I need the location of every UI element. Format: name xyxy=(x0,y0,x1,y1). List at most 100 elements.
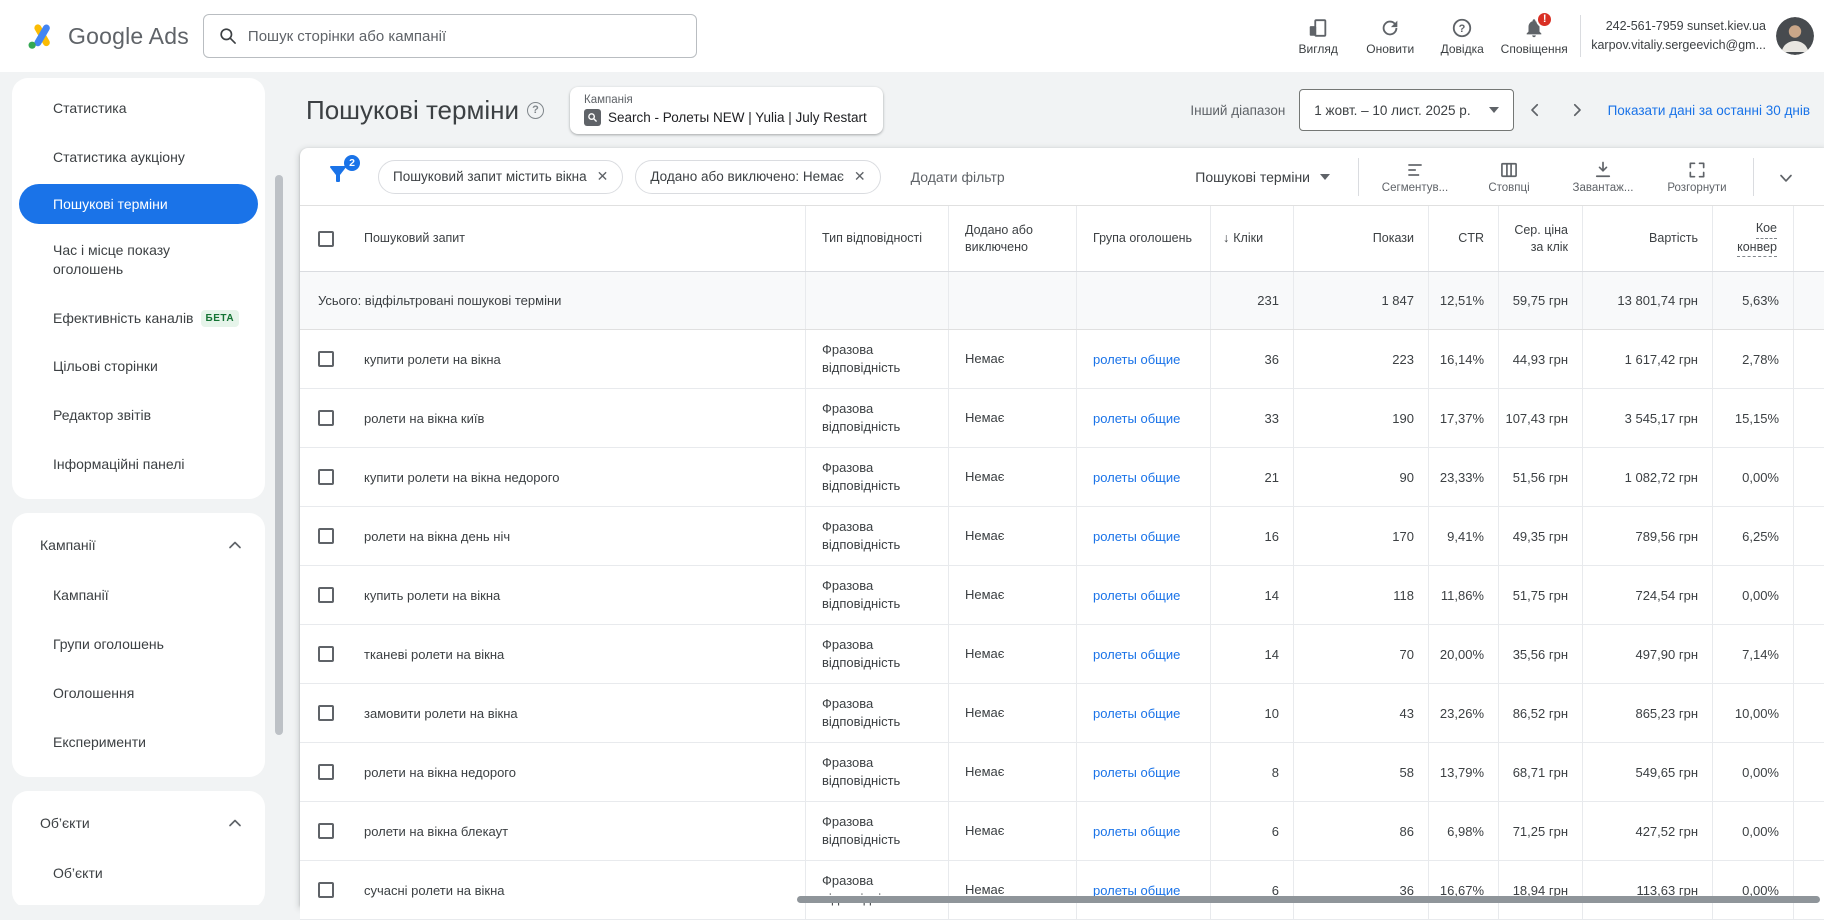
table-row[interactable]: купити ролети на вікна Фразова відповідн… xyxy=(300,330,1824,389)
sidebar-item-when-where-ads[interactable]: Час і місце показу оголошень xyxy=(12,226,265,294)
cell-impressions: 43 xyxy=(1293,684,1428,742)
sidebar-item-ad-groups[interactable]: Групи оголошень xyxy=(12,620,265,669)
filter-chip-added-excluded[interactable]: Додано або виключено: Немає ✕ xyxy=(635,160,880,194)
table-row[interactable]: сучасні ролети на вікна Фразова відповід… xyxy=(300,861,1824,920)
expand-button[interactable]: Розгорнути xyxy=(1653,160,1741,194)
chevron-up-icon xyxy=(225,813,245,833)
sidebar-item-ads[interactable]: Оголошення xyxy=(12,669,265,718)
header-ctr[interactable]: CTR xyxy=(1428,206,1498,271)
account-id: 242-561-7959 sunset.kiev.ua xyxy=(1591,17,1766,36)
ad-group-link[interactable]: ролеты общие xyxy=(1093,824,1180,839)
cell-match-type: Фразова відповідність xyxy=(805,330,948,388)
sidebar-item-dashboards[interactable]: Інформаційні панелі xyxy=(12,440,265,489)
table-row[interactable]: ролети на вікна київ Фразова відповідніс… xyxy=(300,389,1824,448)
header-match-type[interactable]: Тип відповідності xyxy=(805,206,948,271)
close-icon[interactable]: ✕ xyxy=(597,168,609,185)
cell-conv-rate: 0,00% xyxy=(1712,566,1793,624)
account-info[interactable]: 242-561-7959 sunset.kiev.ua karpov.vital… xyxy=(1591,17,1766,55)
segment-button[interactable]: Сегментув... xyxy=(1371,160,1459,194)
header-avg-cpc[interactable]: Сер. ціна за клік xyxy=(1498,206,1582,271)
row-checkbox[interactable] xyxy=(318,410,334,426)
date-range-dropdown[interactable]: 1 жовт. – 10 лист. 2025 р. xyxy=(1299,89,1513,131)
sidebar-item-report-editor[interactable]: Редактор звітів xyxy=(12,391,265,440)
header-conversion-rate[interactable]: Кое конвер xyxy=(1712,206,1793,271)
cell-spacer xyxy=(1793,861,1824,919)
dropdown-caret-icon xyxy=(1489,107,1499,113)
google-ads-logo-icon xyxy=(26,20,58,52)
cell-match-type: Фразова відповідність xyxy=(805,389,948,447)
row-checkbox[interactable] xyxy=(318,587,334,603)
row-checkbox[interactable] xyxy=(318,351,334,367)
row-checkbox[interactable] xyxy=(318,823,334,839)
ad-group-link[interactable]: ролеты общие xyxy=(1093,765,1180,780)
cell-ctr: 16,14% xyxy=(1428,330,1498,388)
report-view-dropdown[interactable]: Пошукові терміни xyxy=(1195,169,1330,185)
search-term: ролети на вікна блекаут xyxy=(364,824,508,839)
ad-group-link[interactable]: ролеты общие xyxy=(1093,706,1180,721)
sidebar-item-assets[interactable]: Об’єкти xyxy=(12,849,265,898)
refresh-button[interactable]: Оновити xyxy=(1354,13,1426,60)
header-clicks-sorted[interactable]: ↓ Кліки xyxy=(1210,206,1293,271)
notifications-button[interactable]: ! Сповіщення xyxy=(1498,13,1570,60)
table-row[interactable]: замовити ролети на вікна Фразова відпові… xyxy=(300,684,1824,743)
previous-period-button[interactable] xyxy=(1514,95,1556,125)
row-checkbox[interactable] xyxy=(318,882,334,898)
add-filter-button[interactable]: Додати фільтр xyxy=(911,169,1005,185)
row-checkbox[interactable] xyxy=(318,646,334,662)
table-row[interactable]: тканеві ролети на вікна Фразова відповід… xyxy=(300,625,1824,684)
ad-group-link[interactable]: ролеты общие xyxy=(1093,411,1180,426)
totals-empty xyxy=(1076,272,1210,329)
horizontal-scrollbar[interactable] xyxy=(797,896,1820,903)
vertical-scrollbar[interactable] xyxy=(275,175,283,735)
header-cost[interactable]: Вартість xyxy=(1582,206,1712,271)
row-checkbox[interactable] xyxy=(318,528,334,544)
select-all-checkbox[interactable] xyxy=(318,231,334,247)
filter-chip-query-contains[interactable]: Пошуковий запит містить вікна ✕ xyxy=(378,160,623,194)
row-checkbox[interactable] xyxy=(318,469,334,485)
row-checkbox[interactable] xyxy=(318,764,334,780)
sidebar-item-statistics[interactable]: Статистика xyxy=(12,84,265,133)
totals-impressions: 1 847 xyxy=(1293,272,1428,329)
ad-group-link[interactable]: ролеты общие xyxy=(1093,529,1180,544)
ad-group-link[interactable]: ролеты общие xyxy=(1093,470,1180,485)
campaign-scope-chip[interactable]: Кампанія Search - Ролеты NEW | Yulia | J… xyxy=(570,87,883,134)
sidebar-item-campaigns[interactable]: Кампанії xyxy=(12,571,265,620)
table-row[interactable]: ролети на вікна блекаут Фразова відповід… xyxy=(300,802,1824,861)
header-added-excluded[interactable]: Додано або виключено xyxy=(948,206,1076,271)
section-header-assets[interactable]: Об’єкти xyxy=(12,797,265,849)
header-query[interactable]: Пошуковий запит xyxy=(300,206,805,271)
filter-button[interactable]: 2 xyxy=(326,162,350,191)
section-header-campaigns[interactable]: Кампанії xyxy=(12,519,265,571)
sidebar-item-experiments[interactable]: Експерименти xyxy=(12,718,265,767)
columns-button[interactable]: Стовпці xyxy=(1465,160,1553,194)
sidebar-item-search-terms-selected[interactable]: Пошукові терміни xyxy=(19,184,258,224)
collapse-table-button[interactable] xyxy=(1766,160,1810,193)
view-button[interactable]: Вигляд xyxy=(1282,13,1354,60)
sidebar-item-landing-pages[interactable]: Цільові сторінки xyxy=(12,342,265,391)
search-input[interactable] xyxy=(248,28,682,45)
table-row[interactable]: ролети на вікна день ніч Фразова відпові… xyxy=(300,507,1824,566)
next-period-button[interactable] xyxy=(1556,95,1598,125)
table-row[interactable]: купить ролети на вікна Фразова відповідн… xyxy=(300,566,1824,625)
header-ad-group[interactable]: Група оголошень xyxy=(1076,206,1210,271)
close-icon[interactable]: ✕ xyxy=(854,168,866,185)
sidebar-item-auction-insights[interactable]: Статистика аукціону xyxy=(12,133,265,182)
title-help-icon[interactable]: ? xyxy=(527,102,544,119)
download-button[interactable]: Завантаж... xyxy=(1559,160,1647,194)
ad-group-link[interactable]: ролеты общие xyxy=(1093,647,1180,662)
cell-match-type: Фразова відповідність xyxy=(805,743,948,801)
table-row[interactable]: купити ролети на вікна недорого Фразова … xyxy=(300,448,1824,507)
google-ads-logo[interactable]: Google Ads xyxy=(26,20,189,52)
show-last-30-days-link[interactable]: Показати дані за останні 30 днів xyxy=(1608,103,1810,118)
global-search-box[interactable] xyxy=(203,14,697,58)
search-term: купити ролети на вікна недорого xyxy=(364,470,559,485)
ad-group-link[interactable]: ролеты общие xyxy=(1093,588,1180,603)
table-row[interactable]: ролети на вікна недорого Фразова відпові… xyxy=(300,743,1824,802)
cell-cost: 427,52 грн xyxy=(1582,802,1712,860)
avatar[interactable] xyxy=(1776,17,1814,55)
ad-group-link[interactable]: ролеты общие xyxy=(1093,352,1180,367)
help-button[interactable]: ? Довідка xyxy=(1426,13,1498,60)
header-impressions[interactable]: Покази xyxy=(1293,206,1428,271)
row-checkbox[interactable] xyxy=(318,705,334,721)
